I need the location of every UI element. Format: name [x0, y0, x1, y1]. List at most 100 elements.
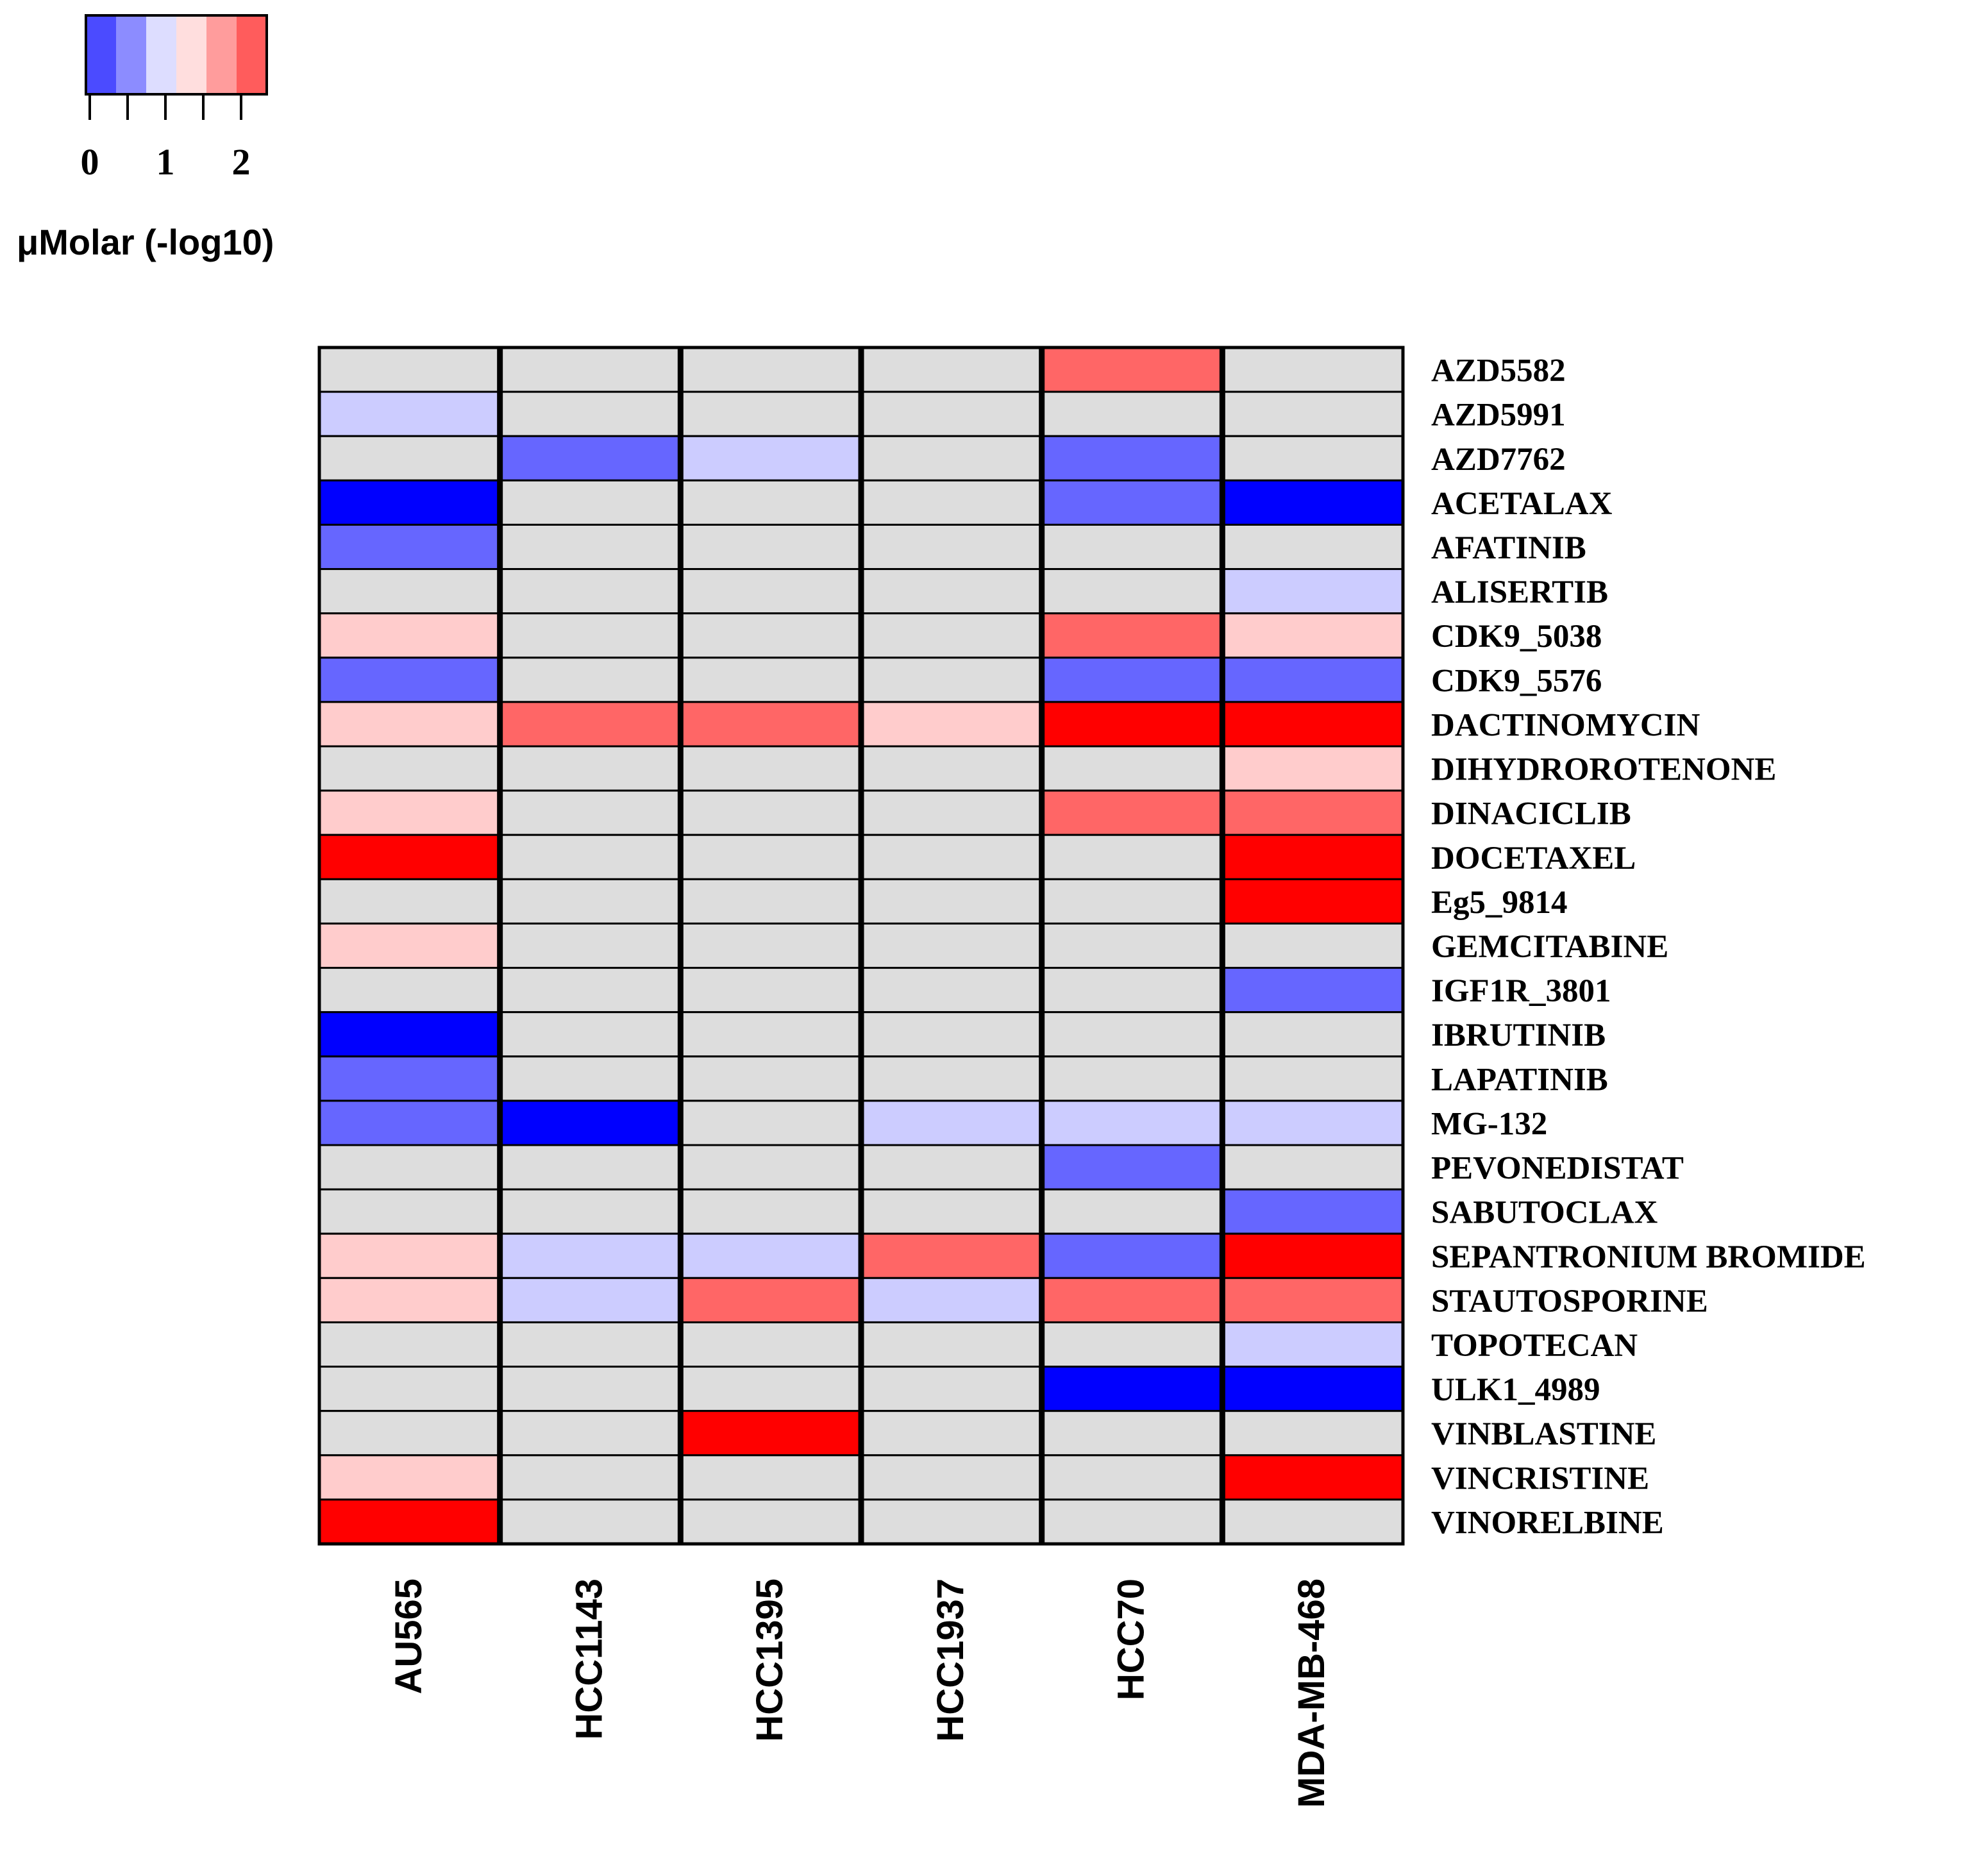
- cell-eg5-9814-hcc1395: [679, 878, 862, 925]
- row-label-sabutoclax: SABUTOCLAX: [1431, 1195, 1658, 1231]
- legend-swatch-0: [86, 15, 117, 94]
- cell-lapatinib-mda-mb-468: [1221, 1055, 1404, 1102]
- cell-cdk9-5038-au565: [318, 612, 501, 659]
- cell-ulk1-4989-hcc1143: [499, 1366, 682, 1412]
- row-label-sepantronium-bromide: SEPANTRONIUM BROMIDE: [1431, 1239, 1866, 1275]
- cell-alisertib-mda-mb-468: [1221, 568, 1404, 615]
- cell-topotecan-hcc70: [1041, 1321, 1223, 1368]
- cell-azd5582-au565: [318, 346, 501, 393]
- cell-alisertib-hcc1143: [499, 568, 682, 615]
- cell-cdk9-5038-hcc1937: [860, 612, 1043, 659]
- row-label-azd5991: AZD5991: [1431, 398, 1566, 433]
- cell-azd5991-au565: [318, 390, 501, 437]
- cell-vinblastine-hcc1937: [860, 1410, 1043, 1457]
- cell-ibrutinib-au565: [318, 1011, 501, 1058]
- cell-ibrutinib-hcc1143: [499, 1011, 682, 1058]
- cell-afatinib-hcc1937: [860, 523, 1043, 571]
- cell-dinaciclib-hcc1395: [679, 789, 862, 836]
- row-label-acetalax: ACETALAX: [1431, 486, 1613, 522]
- cell-azd5991-hcc1143: [499, 390, 682, 437]
- cell-vinblastine-au565: [318, 1410, 501, 1457]
- cell-azd5582-hcc70: [1041, 346, 1223, 393]
- cell-cdk9-5576-hcc1937: [860, 657, 1043, 703]
- row-label-igf1r-3801: IGF1R_3801: [1431, 973, 1611, 1009]
- cell-mg-132-hcc70: [1041, 1100, 1223, 1146]
- column-labels: AU565 HCC1143 HCC1395 HCC1937 HCC70 MDA-MB-46…: [388, 1579, 1332, 1808]
- cell-sepantronium-bromide-hcc1143: [499, 1232, 682, 1279]
- cell-vinorelbine-hcc1395: [679, 1498, 862, 1545]
- cell-azd5582-mda-mb-468: [1221, 346, 1404, 393]
- cell-afatinib-hcc1143: [499, 523, 682, 571]
- legend-swatch-2: [146, 15, 177, 94]
- cell-docetaxel-hcc1143: [499, 833, 682, 880]
- row-label-cdk9-5038: CDK9_5038: [1431, 619, 1602, 655]
- cell-ulk1-4989-hcc70: [1041, 1366, 1223, 1412]
- cell-cdk9-5038-hcc70: [1041, 612, 1223, 659]
- legend-swatch-5: [237, 15, 267, 94]
- cell-stautosporine-au565: [318, 1277, 501, 1323]
- cell-vincristine-hcc1395: [679, 1454, 862, 1501]
- cell-sepantronium-bromide-hcc1937: [860, 1232, 1043, 1279]
- column-label-hcc1937: HCC1937: [930, 1579, 971, 1742]
- cell-stautosporine-mda-mb-468: [1221, 1277, 1404, 1323]
- cell-ulk1-4989-au565: [318, 1366, 501, 1412]
- row-label-ibrutinib: IBRUTINIB: [1431, 1018, 1606, 1053]
- cell-pevonedistat-mda-mb-468: [1221, 1144, 1404, 1191]
- cell-sabutoclax-hcc1395: [679, 1188, 862, 1235]
- cell-vinorelbine-hcc70: [1041, 1498, 1223, 1545]
- legend-swatch-1: [116, 15, 147, 94]
- cell-mg-132-hcc1937: [860, 1100, 1043, 1146]
- cell-igf1r-3801-hcc70: [1041, 967, 1223, 1014]
- legend-tick-label-1: 1: [156, 141, 175, 183]
- cell-dinaciclib-hcc1143: [499, 789, 682, 836]
- cell-igf1r-3801-au565: [318, 967, 501, 1014]
- cell-eg5-9814-hcc1937: [860, 878, 1043, 925]
- column-label-mda-mb-468: MDA-MB-468: [1291, 1579, 1332, 1808]
- cell-topotecan-hcc1395: [679, 1321, 862, 1368]
- cell-acetalax-hcc1937: [860, 479, 1043, 526]
- cell-dihydrorotenone-hcc70: [1041, 745, 1223, 792]
- row-label-ulk1-4989: ULK1_4989: [1431, 1372, 1600, 1408]
- cell-afatinib-hcc1395: [679, 523, 862, 571]
- cell-igf1r-3801-mda-mb-468: [1221, 967, 1404, 1014]
- cell-dactinomycin-hcc1395: [679, 701, 862, 748]
- cell-cdk9-5038-mda-mb-468: [1221, 612, 1404, 659]
- cell-acetalax-au565: [318, 479, 501, 526]
- cell-dinaciclib-mda-mb-468: [1221, 789, 1404, 836]
- cell-vinblastine-hcc1395: [679, 1410, 862, 1457]
- row-label-vinblastine: VINBLASTINE: [1431, 1416, 1656, 1452]
- legend-ticks: [88, 94, 242, 120]
- legend-tick-label-2: 2: [232, 141, 251, 183]
- cell-igf1r-3801-hcc1937: [860, 967, 1043, 1014]
- color-legend: 0 1 2 μMolar (-log10): [17, 14, 274, 262]
- cell-vinorelbine-au565: [318, 1498, 501, 1545]
- legend-title: μMolar (-log10): [17, 222, 274, 262]
- cell-vincristine-hcc1143: [499, 1454, 682, 1501]
- cell-lapatinib-hcc70: [1041, 1055, 1223, 1102]
- row-label-docetaxel: DOCETAXEL: [1431, 841, 1636, 876]
- cell-pevonedistat-hcc1143: [499, 1144, 682, 1191]
- cell-pevonedistat-au565: [318, 1144, 501, 1191]
- cell-stautosporine-hcc70: [1041, 1277, 1223, 1323]
- cell-acetalax-hcc1395: [679, 479, 862, 526]
- cell-gemcitabine-au565: [318, 922, 501, 969]
- cell-dihydrorotenone-mda-mb-468: [1221, 745, 1404, 792]
- cell-alisertib-au565: [318, 568, 501, 615]
- cell-azd7762-hcc70: [1041, 435, 1223, 482]
- cell-sepantronium-bromide-mda-mb-468: [1221, 1232, 1404, 1279]
- row-label-mg-132: MG-132: [1431, 1106, 1547, 1142]
- cell-acetalax-hcc1143: [499, 479, 682, 526]
- row-label-afatinib: AFATINIB: [1431, 530, 1586, 566]
- legend-tick-label-0: 0: [81, 141, 99, 183]
- cell-azd5991-hcc1395: [679, 390, 862, 437]
- cell-azd7762-hcc1395: [679, 435, 862, 482]
- cell-dinaciclib-au565: [318, 789, 501, 836]
- cell-stautosporine-hcc1937: [860, 1277, 1043, 1323]
- cell-vinorelbine-mda-mb-468: [1221, 1498, 1404, 1545]
- cell-mg-132-hcc1143: [499, 1100, 682, 1146]
- legend-swatch-3: [176, 15, 207, 94]
- column-label-hcc70: HCC70: [1111, 1579, 1152, 1700]
- cell-azd5582-hcc1143: [499, 346, 682, 393]
- row-label-azd5582: AZD5582: [1431, 353, 1566, 389]
- cell-stautosporine-hcc1143: [499, 1277, 682, 1323]
